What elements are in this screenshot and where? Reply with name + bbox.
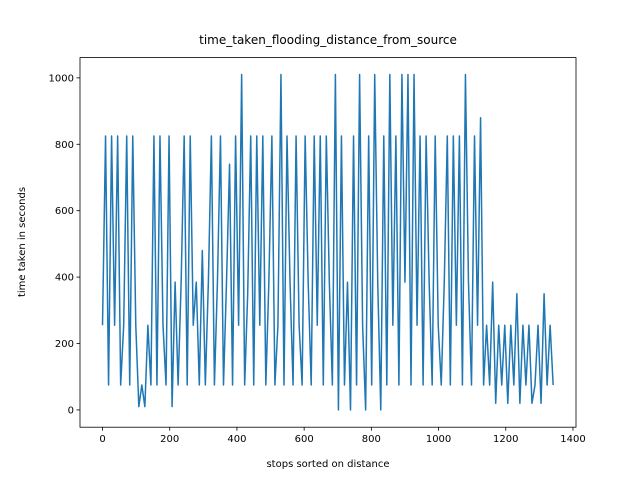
x-tick-label: 1400 [560, 434, 585, 445]
y-tick-label: 400 [55, 273, 74, 284]
y-tick-label: 600 [55, 206, 74, 217]
data-line [101, 73, 554, 411]
y-axis-label: time taken in seconds [17, 187, 28, 297]
y-tick-label: 200 [55, 339, 74, 350]
x-tick-label: 1200 [493, 434, 518, 445]
chart-title: time_taken_flooding_distance_from_source [199, 33, 457, 47]
y-tick-label: 1000 [49, 73, 74, 84]
x-tick-label: 0 [99, 434, 105, 445]
x-tick-label: 400 [227, 434, 246, 445]
plot-frame [79, 57, 577, 428]
x-tick-label: 800 [362, 434, 381, 445]
y-tick-label: 0 [68, 405, 74, 416]
y-tick-label: 800 [55, 140, 74, 151]
x-tick-label: 600 [295, 434, 314, 445]
x-tick-label: 200 [160, 434, 179, 445]
x-tick-label: 1000 [426, 434, 451, 445]
x-axis-label: stops sorted on distance [266, 459, 389, 470]
